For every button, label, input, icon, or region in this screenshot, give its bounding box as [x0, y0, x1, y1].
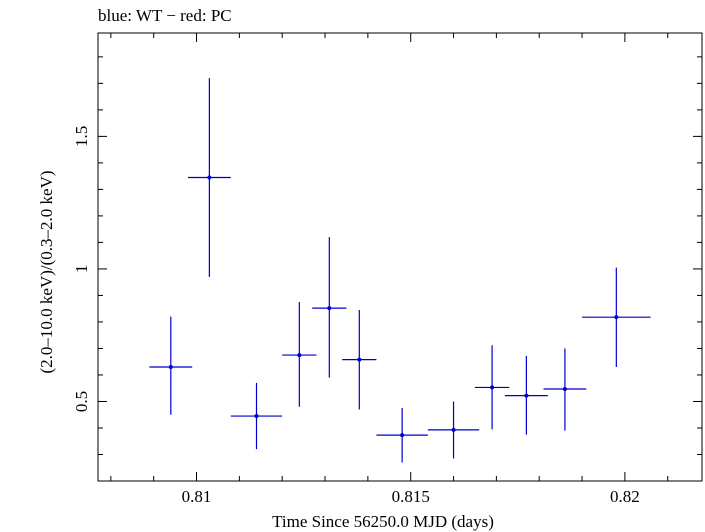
x-tick-label: 0.815 — [392, 487, 430, 506]
x-axis-label: Time Since 56250.0 MJD (days) — [272, 512, 494, 531]
data-point — [504, 355, 548, 435]
data-point — [474, 345, 510, 430]
x-tick-label: 0.81 — [182, 487, 212, 506]
data-point — [149, 316, 193, 415]
data-point — [543, 348, 587, 431]
chart-title: blue: WT − red: PC — [98, 6, 232, 25]
data-marker — [614, 315, 619, 320]
data-point — [582, 267, 651, 368]
data-point — [342, 310, 377, 410]
plot-frame — [97, 32, 703, 482]
data-marker — [254, 414, 259, 419]
data-marker — [297, 353, 302, 358]
data-point — [427, 401, 480, 459]
data-point — [376, 408, 428, 463]
data-marker — [168, 365, 173, 370]
data-point — [282, 302, 317, 407]
data-marker — [451, 427, 456, 432]
y-tick-label: 0.5 — [72, 391, 91, 412]
data-marker — [490, 385, 495, 390]
y-tick-label: 1.5 — [72, 126, 91, 147]
data-point — [230, 382, 283, 450]
x-tick-label: 0.82 — [610, 487, 640, 506]
data-marker — [207, 175, 212, 180]
ticks-layer: 0.81 0.815 0.82 0.5 1 1.5 — [72, 33, 702, 506]
y-tick-label: 1 — [72, 265, 91, 274]
data-layer — [149, 78, 651, 463]
data-point — [187, 78, 231, 277]
data-marker — [562, 387, 567, 392]
data-marker — [400, 433, 405, 438]
y-axis-label: (2.0–10.0 keV)/(0.3–2.0 keV) — [37, 170, 56, 373]
data-marker — [524, 393, 529, 398]
data-marker — [327, 306, 332, 311]
data-marker — [357, 357, 362, 362]
data-point — [312, 237, 347, 378]
